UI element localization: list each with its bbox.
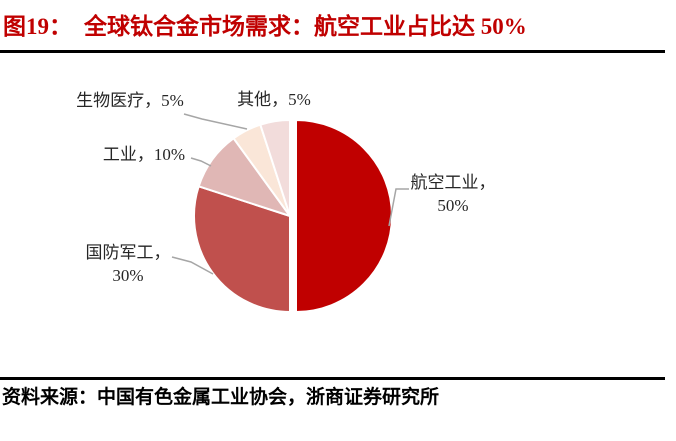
label-defense: 国防军工， 30% xyxy=(78,241,178,287)
figure-title-text: 全球钛合金市场需求：航空工业占比达 50% xyxy=(84,14,527,39)
label-aviation: 航空工业， 50% xyxy=(407,171,499,217)
leader-line-aviation xyxy=(388,188,409,227)
label-industry: 工业，10% xyxy=(98,143,190,166)
source-note: 资料来源：中国有色金属工业协会，浙商证券研究所 xyxy=(2,387,440,408)
label-industry-line1: 工业，10% xyxy=(102,145,186,164)
label-defense-line2: 30% xyxy=(112,266,144,285)
figure-title: 图19： 全球钛合金市场需求：航空工业占比达 50% xyxy=(3,7,527,41)
pie-slices xyxy=(193,119,393,313)
label-biomedical-line1: 生物医疗，5% xyxy=(76,91,184,110)
figure-number: 图19： xyxy=(3,14,72,39)
source-divider-line xyxy=(0,377,665,380)
pie-slice-4 xyxy=(259,119,291,217)
label-defense-line1: 国防军工， xyxy=(85,243,171,262)
leader-line-biomedical xyxy=(183,113,248,130)
pie-slice-0 xyxy=(295,119,393,313)
leader-lines xyxy=(171,113,409,275)
leader-line-industry xyxy=(190,157,212,167)
label-aviation-line2: 50% xyxy=(437,196,469,215)
label-other: 其他，5% xyxy=(234,88,314,111)
leader-line-defense xyxy=(171,256,214,275)
label-aviation-line1: 航空工业， xyxy=(410,173,496,192)
title-divider-line xyxy=(0,50,665,53)
label-biomedical: 生物医疗，5% xyxy=(72,89,188,112)
pie-slice-1 xyxy=(193,185,291,313)
label-other-line1: 其他，5% xyxy=(237,90,311,109)
